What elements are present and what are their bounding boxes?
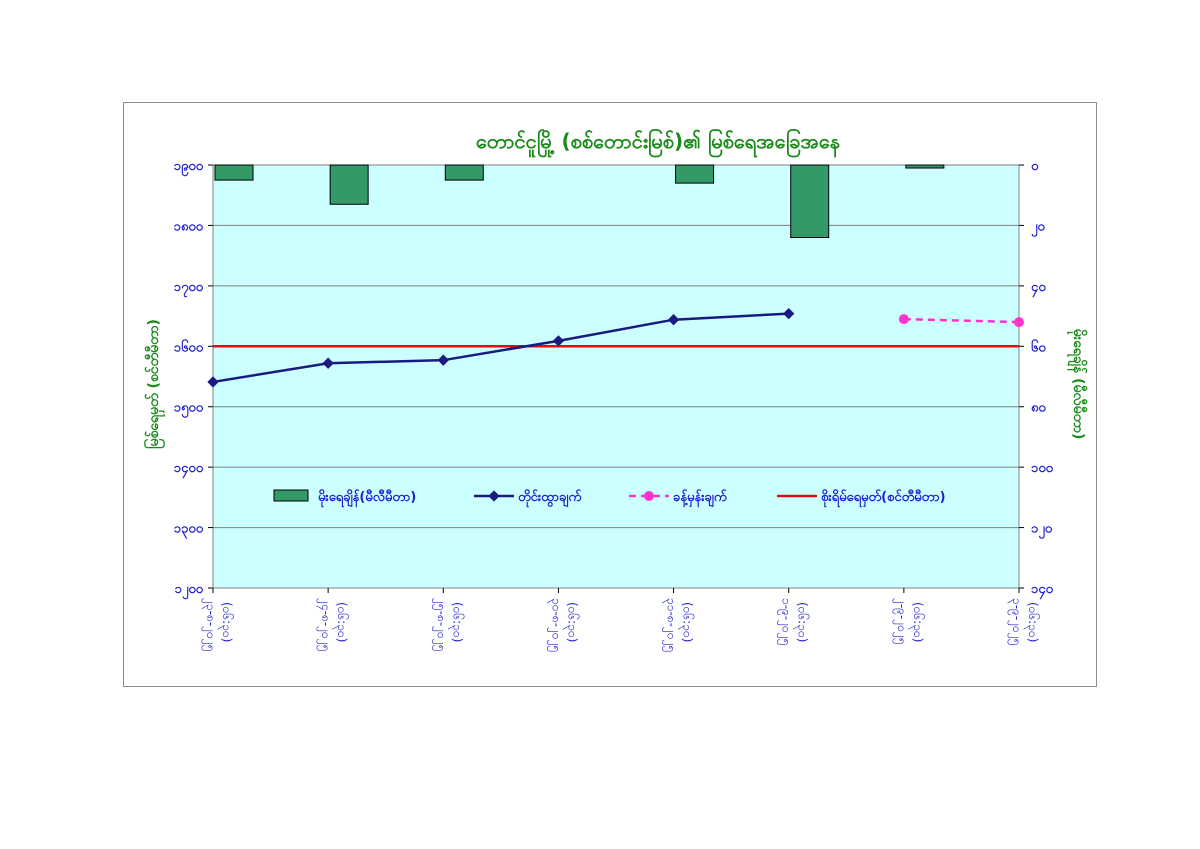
x-tick-label-date: ၃-၉-၂၀၂၅ [1007, 598, 1024, 645]
y-tick-label-left: ၁၉၀၀ [174, 159, 204, 177]
x-tick-label: ၁-၉-၂၀၂၅ (၀၆:၃၀) [777, 598, 811, 645]
legend-marker-measured [488, 490, 500, 502]
x-tick-label: ၃၁-၈-၂၀၂၅ (၀၆:၃၀) [662, 598, 696, 652]
x-tick-label-time: (၀၆:၃၀) [562, 602, 580, 642]
legend-label: ခန့်မှန်းချက် [673, 488, 727, 508]
legend-label: စိုးရိမ်ရေမှတ်(စင်တီမီတာ) [821, 488, 946, 508]
x-tick-label-time: (၀၆:၃၀) [217, 602, 235, 642]
legend-swatch-rainfall [273, 489, 309, 502]
legend-marker-forecast [644, 491, 654, 501]
legend-label: တိုင်းထွာချက် [518, 488, 581, 508]
rainfall-bar [444, 164, 484, 181]
x-tick-label-time: (၀၆:၃၀) [793, 602, 811, 642]
y-tick-label-right: ၄၀ [1031, 280, 1046, 298]
rainfall-bar [905, 164, 945, 169]
x-tick-label-date: ၂၄-၈-၂၀၂၅ [316, 598, 333, 651]
x-tick-label: ၃၀-၈-၂၀၂၅ (၀၆:၃၀) [546, 598, 580, 652]
y-axis-left-label: မြစ်ရေမှတ် (စင်တီမီတာ) [144, 319, 165, 449]
chart-svg: တောင်ငူမြို့ (စစ်တောင်းမြစ်)၏ မြစ်ရေအခြေ… [144, 128, 1087, 652]
y-tick-label-left: ၁၈၀၀ [174, 219, 204, 234]
y-tick-label-right: ၁၄၀ [1031, 582, 1054, 600]
measured-line [212, 312, 789, 384]
y-tick-label-right: ၀ [1031, 159, 1039, 174]
measured-point [667, 314, 680, 326]
x-tick-label-date: ၁-၉-၂၀၂၅ [777, 598, 794, 645]
y-tick-label-left: ၁၄၀၀ [174, 461, 204, 479]
y-tick-label-right: ၁၂၀ [1031, 522, 1053, 540]
y-tick-label-right: ၁၀၀ [1031, 461, 1054, 476]
rainfall-bar [790, 164, 830, 239]
x-tick-label-time: (၀၆:၃၀) [447, 602, 465, 642]
y-tick-label-left: ၁၇၀၀ [174, 280, 204, 298]
x-tick-label: ၂-၉-၂၀၂၅ (၀၆:၃၀) [892, 598, 926, 645]
x-tick-label: ၂၅-၈-၂၀၂၅ (၀၆:၃၀) [431, 598, 465, 651]
measured-point [552, 335, 565, 347]
rainfall-bar [675, 164, 715, 184]
plot-background [212, 164, 1020, 589]
x-tick-label: ၂၃-၈-၂၀၂၅ (၀၆:၃၀) [201, 598, 235, 651]
x-tick-label-date: ၃၁-၈-၂၀၂၅ [662, 598, 679, 652]
measured-point [322, 357, 334, 369]
x-tick-label-time: (၀၆:၃၀) [1023, 602, 1041, 642]
legend: မိုးရေချိန်(မီလီမီတာ) တိုင်းထွာချက် ခန့်မှ… [273, 488, 946, 508]
x-tick-label-time: (၀၆:၃၀) [678, 602, 696, 642]
y-tick-label-right: ၈၀ [1031, 401, 1046, 416]
forecast-point [898, 314, 909, 325]
y-tick-label-right: ၆၀ [1031, 338, 1046, 355]
x-tick-label-date: ၂၅-၈-၂၀၂၅ [431, 598, 448, 651]
x-tick-label-date: ၂၃-၈-၂၀၂၅ [201, 598, 218, 651]
x-tick-label: ၃-၉-၂၀၂၅ (၀၆:၃၀) [1007, 598, 1041, 645]
rainfall-bar [329, 164, 369, 205]
chart-frame: တောင်ငူမြို့ (စစ်တောင်းမြစ်)၏ မြစ်ရေအခြေ… [123, 102, 1097, 687]
rainfall-bar [214, 164, 254, 181]
chart-title: တောင်ငူမြို့ (စစ်တောင်းမြစ်)၏ မြစ်ရေအခြေ… [476, 128, 840, 158]
y-axis-right-label: မိုးရေချိန် (မီလီမီတာ) [1067, 329, 1087, 440]
x-tick-label: ၂၄-၈-၂၀၂၅ (၀၆:၃၀) [316, 598, 350, 651]
y-tick-label-left: ၁၃၀၀ [174, 522, 204, 540]
y-tick-label-right: ၂၀ [1031, 219, 1045, 237]
y-tick-label-left: ၁၅၀၀ [174, 401, 204, 419]
x-tick-label-time: (၀၆:၃၀) [908, 602, 926, 642]
legend-label: မိုးရေချိန်(မီလီမီတာ) [318, 488, 416, 508]
x-tick-label-date: ၂-၉-၂၀၂၅ [892, 598, 909, 645]
y-tick-label-left: ၁၂၀၀ [175, 582, 204, 600]
x-tick-label-time: (၀၆:၃၀) [332, 602, 350, 642]
x-tick-label-date: ၃၀-၈-၂၀၂၅ [546, 598, 563, 652]
forecast-point [1014, 317, 1024, 328]
measured-point [783, 307, 795, 320]
y-tick-label-left: ၁၆၀၀ [174, 338, 204, 355]
